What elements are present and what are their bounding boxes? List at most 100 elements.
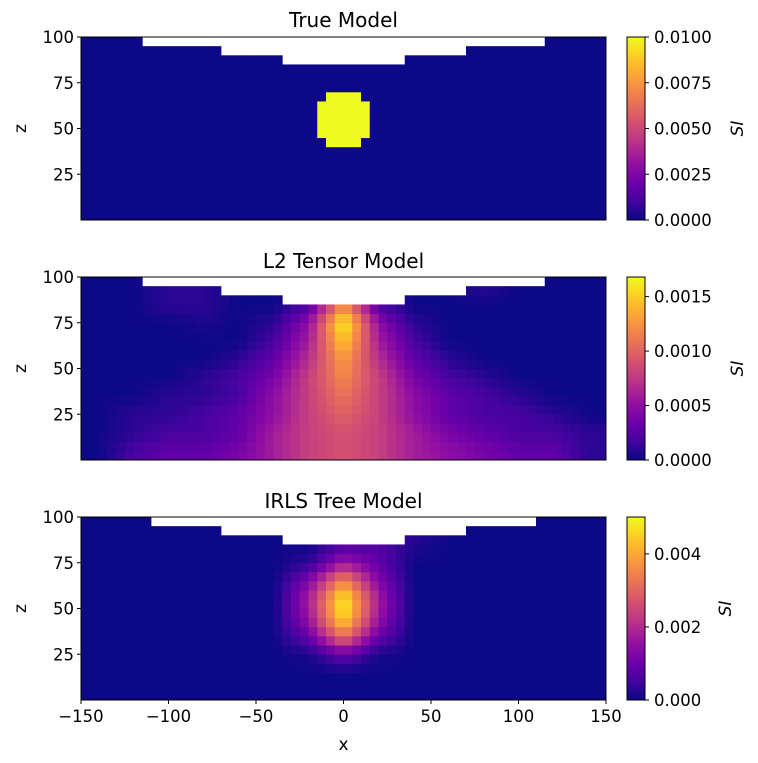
heatmap-cell [466, 414, 476, 424]
heatmap-cell [396, 137, 406, 148]
colorbar-segment [627, 347, 645, 351]
heatmap-cell [221, 55, 231, 65]
heatmap-cell [536, 395, 546, 406]
heatmap-cell [89, 535, 99, 545]
heatmap-cell [553, 277, 563, 287]
heatmap-cell [203, 450, 213, 461]
heatmap-cell [194, 386, 204, 397]
heatmap-cell [151, 110, 161, 120]
heatmap-cell [431, 654, 441, 664]
heatmap-cell [369, 368, 379, 379]
heatmap-cell [229, 201, 239, 212]
heatmap-cell [369, 341, 379, 351]
heatmap-cell [177, 377, 187, 388]
heatmap-cell [133, 368, 143, 379]
heatmap-cell [518, 210, 528, 221]
heatmap-cell [553, 201, 563, 212]
heatmap-cell [518, 386, 528, 397]
heatmap-cell [159, 663, 169, 673]
heatmap-cell [597, 635, 607, 646]
heatmap-cell [256, 359, 266, 369]
heatmap-cell [474, 304, 484, 314]
heatmap-cell [221, 377, 231, 388]
heatmap-cell [378, 654, 388, 664]
heatmap-cell [247, 441, 257, 452]
heatmap-cell [221, 313, 231, 324]
heatmap-cell [334, 654, 344, 664]
heatmap-cell [212, 590, 222, 600]
heatmap-cell [264, 562, 274, 573]
heatmap-cell [221, 608, 231, 619]
heatmap-cell [553, 544, 563, 554]
heatmap-cell [212, 571, 222, 582]
heatmap-cell [308, 377, 318, 388]
heatmap-cell [501, 341, 511, 351]
heatmap-cell [124, 73, 134, 84]
heatmap-cell [291, 553, 301, 564]
heatmap-cell [326, 377, 336, 388]
heatmap-cell [466, 663, 476, 673]
heatmap-cell [501, 608, 511, 619]
colorbar-segment [627, 168, 645, 172]
heatmap-cell [151, 414, 161, 424]
heatmap-cell [142, 341, 152, 351]
heatmap-cell [89, 590, 99, 600]
heatmap-cell [369, 544, 379, 554]
heatmap-cell [133, 663, 143, 673]
heatmap-cell [203, 64, 213, 74]
heatmap-cell [264, 110, 274, 120]
heatmap-cell [457, 146, 467, 157]
heatmap-cell [194, 581, 204, 591]
heatmap-cell [448, 128, 458, 139]
heatmap-cell [536, 654, 546, 664]
heatmap-cell [457, 73, 467, 84]
colorbar-segment [627, 696, 645, 701]
heatmap-cell [282, 386, 292, 397]
heatmap-cell [291, 119, 301, 129]
heatmap-cell [133, 313, 143, 324]
heatmap-cell [81, 341, 91, 351]
heatmap-cell [203, 441, 213, 452]
heatmap-cell [256, 450, 266, 461]
heatmap-cell [536, 192, 546, 203]
heatmap-cell [431, 359, 441, 369]
heatmap-cell [124, 350, 134, 360]
heatmap-cell [221, 155, 231, 166]
heatmap-cell [317, 165, 327, 175]
heatmap-cell [439, 64, 449, 74]
heatmap-cell [439, 201, 449, 212]
heatmap-cell [579, 341, 589, 351]
heatmap-cell [422, 174, 432, 184]
heatmap-cell [422, 155, 432, 166]
heatmap-cell [431, 432, 441, 443]
heatmap-cell [124, 128, 134, 139]
heatmap-cell [527, 599, 537, 609]
heatmap-cell [98, 110, 108, 120]
heatmap-cell [168, 73, 178, 84]
heatmap-cell [413, 441, 423, 452]
heatmap-cell [159, 183, 169, 193]
heatmap-cell [264, 405, 274, 415]
heatmap-cell [396, 626, 406, 637]
heatmap-cell [457, 165, 467, 175]
heatmap-cell [238, 146, 248, 157]
heatmap-cell [256, 137, 266, 148]
heatmap-cell [431, 91, 441, 102]
y-tick-label: 25 [53, 645, 74, 664]
heatmap-cell [562, 553, 572, 564]
heatmap-cell [492, 64, 502, 74]
heatmap-cell [544, 414, 554, 424]
heatmap-cell [124, 672, 134, 683]
heatmap-cell [448, 183, 458, 193]
heatmap-cell [334, 663, 344, 673]
heatmap-cell [282, 165, 292, 175]
heatmap-cell [518, 295, 528, 305]
heatmap-cell [413, 64, 423, 74]
heatmap-cell [299, 441, 309, 452]
heatmap-cell [518, 101, 528, 111]
heatmap-cell [124, 146, 134, 157]
heatmap-cell [483, 645, 493, 655]
heatmap-cell [422, 663, 432, 673]
heatmap-cell [299, 313, 309, 324]
heatmap-cell [264, 192, 274, 203]
